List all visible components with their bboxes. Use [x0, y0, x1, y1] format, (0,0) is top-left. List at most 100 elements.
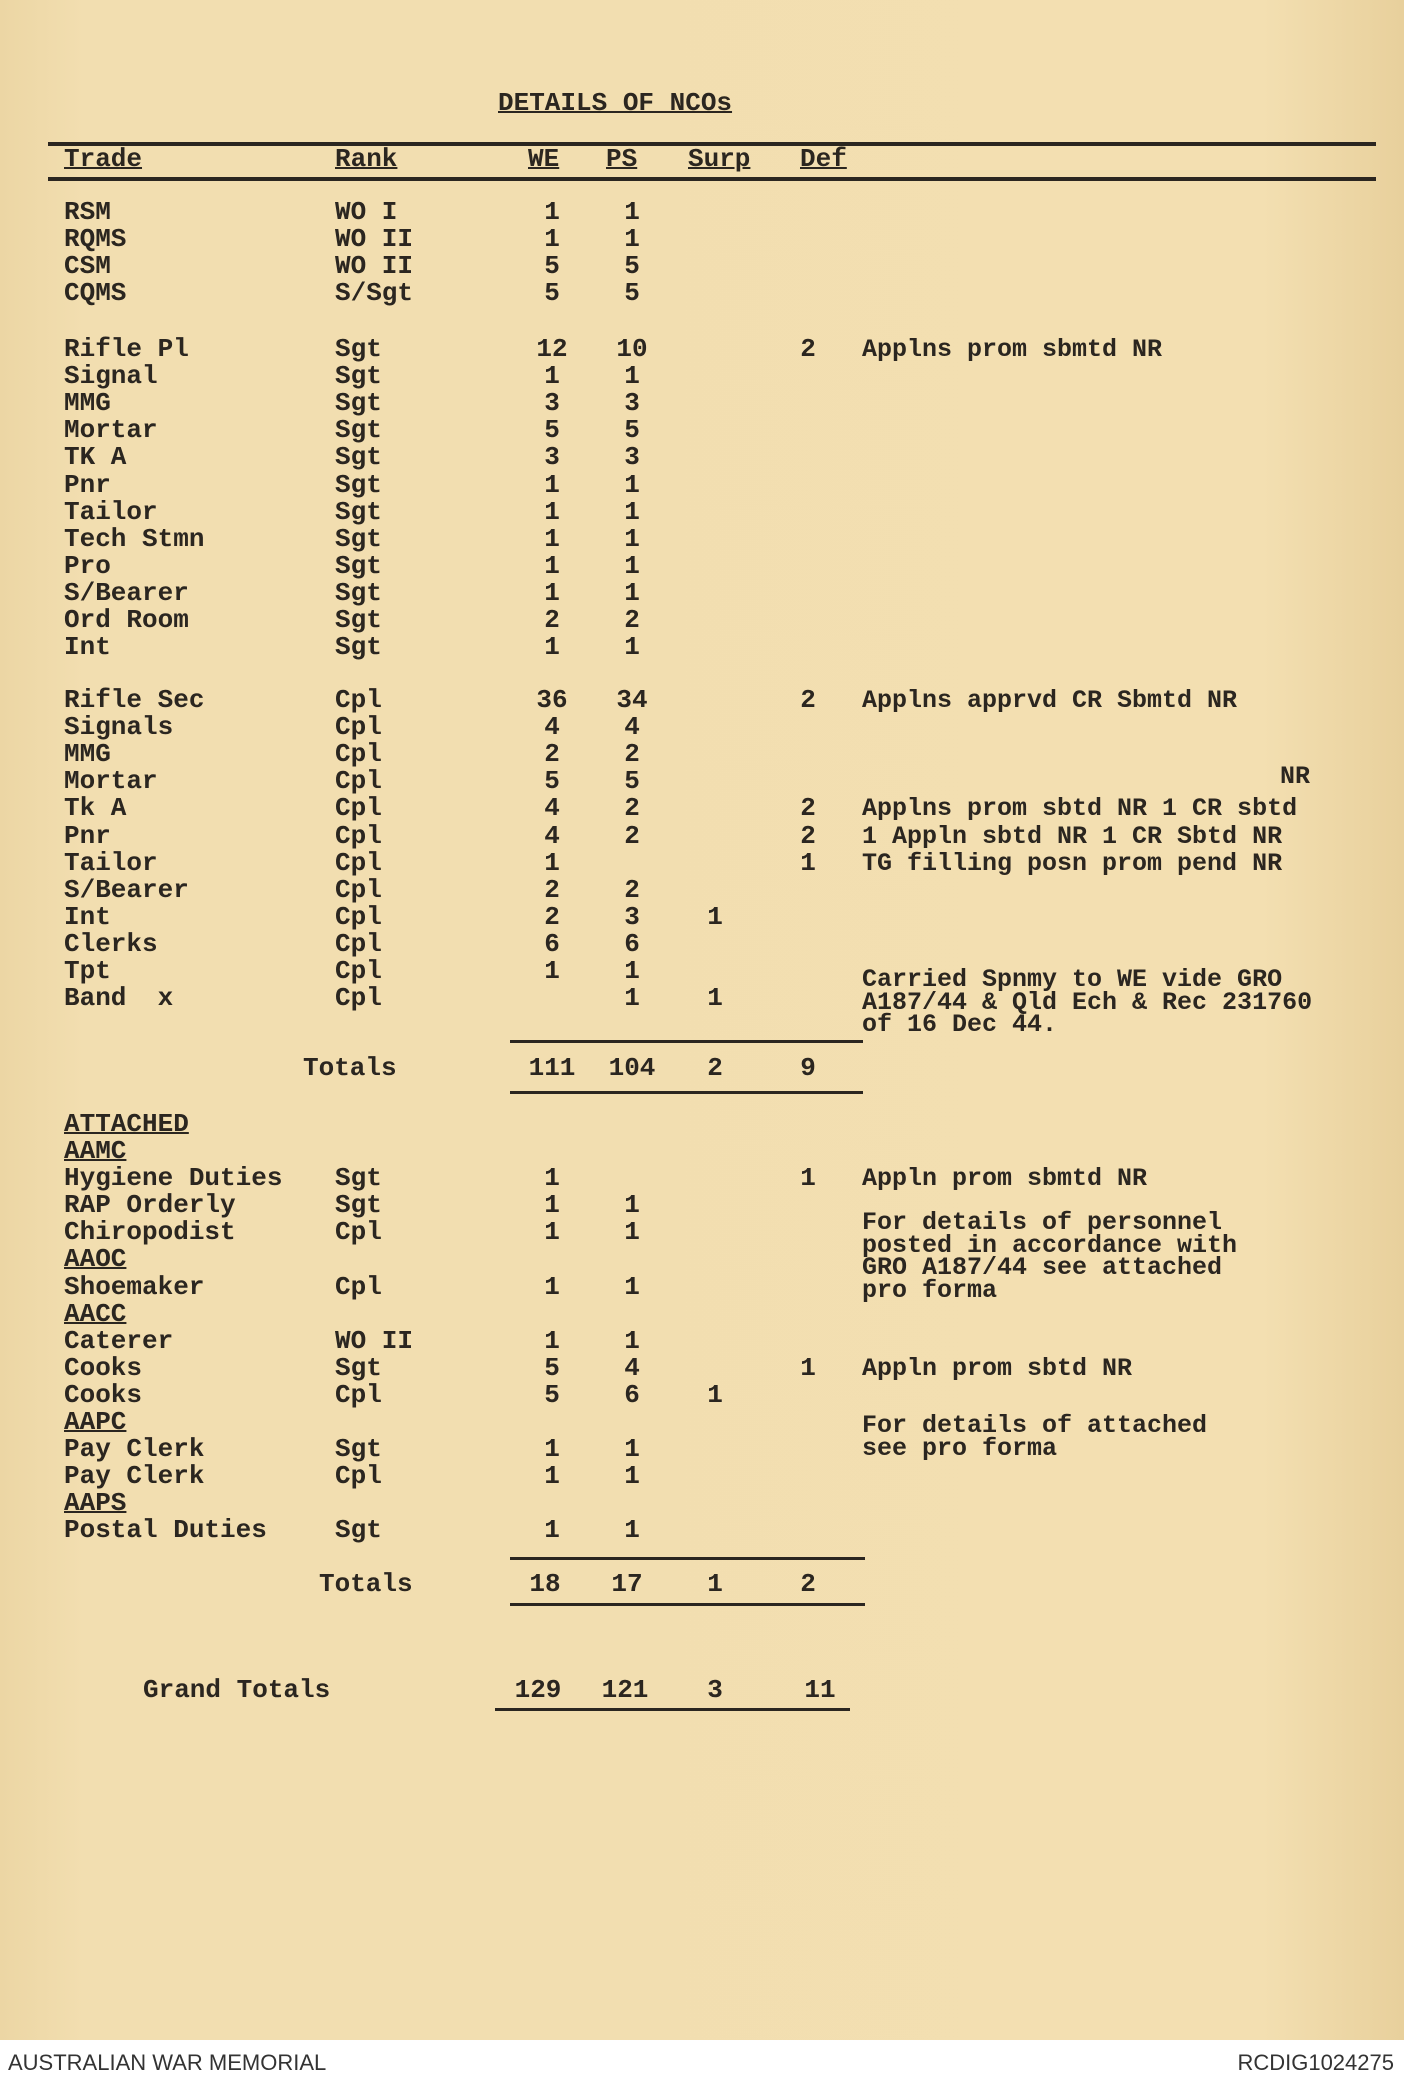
remark: Applns prom sbtd NR 1 CR sbtd [862, 794, 1298, 824]
grand-totals-label: Grand Totals [143, 1675, 331, 1705]
cell-def: 1 [800, 847, 816, 878]
cell-trade: Cooks [64, 1379, 143, 1410]
cell-we: 1 [544, 1271, 560, 1302]
remark-personnel: For details of personnel posted in accor… [862, 1208, 1238, 1305]
cell-trade: Rifle Pl [64, 334, 189, 364]
cell-rank: Cpl [335, 739, 382, 770]
cell-trade: Clerks [64, 928, 158, 959]
cell-ps: 2 [624, 820, 640, 851]
cell-rank: Sgt [335, 361, 382, 392]
cell-ps: 5 [624, 251, 640, 282]
cell-ps: 5 [624, 278, 640, 309]
cell-trade: Signal [64, 361, 158, 392]
cell-rank: S/Sgt [335, 278, 414, 309]
cell-ps: 4 [624, 712, 640, 743]
cell-we: 5 [544, 1352, 560, 1383]
cell-rank: Cpl [335, 766, 382, 797]
cell-we: 4 [544, 820, 560, 851]
grand-totals-surp: 3 [707, 1675, 723, 1705]
cell-ps: 34 [616, 685, 648, 715]
cell-trade: Postal Duties [64, 1515, 267, 1546]
cell-trade: Pay Clerk [64, 1434, 205, 1465]
cell-we: 1 [544, 1434, 560, 1465]
cell-ps: 1 [624, 1217, 640, 1248]
header-def: Def [800, 144, 847, 174]
cell-rank: Sgt [335, 523, 382, 554]
totals-rule [510, 1557, 865, 1560]
totals-we: 111 [528, 1053, 576, 1083]
cell-rank: Sgt [335, 605, 382, 635]
cell-rank: Cpl [335, 928, 382, 959]
cell-rank: Sgt [335, 496, 382, 527]
cell-rank: Cpl [335, 793, 382, 824]
cell-def: 1 [800, 1163, 816, 1194]
cell-trade: Band x [64, 983, 174, 1014]
cell-ps: 4 [624, 1352, 640, 1383]
cell-we: 1 [544, 1461, 560, 1492]
unit-heading: AAMC [64, 1136, 127, 1166]
cell-we: 1 [544, 197, 560, 227]
cell-we: 4 [544, 793, 560, 824]
cell-we: 6 [544, 928, 560, 959]
cell-ps: 1 [624, 1271, 640, 1302]
cell-rank: WO II [335, 1325, 414, 1356]
cell-trade: CSM [64, 251, 111, 282]
totals-surp: 2 [707, 1053, 723, 1083]
cell-rank: Sgt [335, 469, 382, 500]
cell-rank: Sgt [335, 1163, 382, 1194]
cell-ps: 1 [624, 1325, 640, 1356]
cell-we: 1 [544, 1190, 560, 1221]
cell-ps: 5 [624, 415, 640, 446]
cell-rank: Cpl [335, 1461, 382, 1492]
header-surp: Surp [688, 144, 751, 174]
cell-we: 5 [544, 1379, 560, 1410]
cell-def: 1 [800, 1352, 816, 1383]
attached-totals-surp: 1 [707, 1569, 723, 1599]
cell-we: 2 [544, 901, 560, 932]
cell-trade: S/Bearer [64, 577, 189, 608]
cell-rank: Cpl [335, 1217, 382, 1248]
cell-trade: Int [64, 901, 111, 932]
cell-we: 1 [544, 847, 560, 878]
cell-we: 3 [544, 388, 560, 419]
page-title: DETAILS OF NCOs [498, 88, 733, 118]
cell-rank: Cpl [335, 983, 382, 1014]
header-rule-bottom [48, 177, 1376, 181]
cell-rank: Sgt [335, 550, 382, 581]
totals-label: Totals [303, 1053, 397, 1083]
cell-ps: 1 [624, 632, 640, 663]
cell-we: 1 [544, 1515, 560, 1546]
cell-ps: 1 [624, 469, 640, 500]
cell-ps: 3 [624, 901, 640, 932]
cell-we: 2 [544, 739, 560, 770]
header-we: WE [528, 144, 560, 174]
cell-def: 2 [800, 793, 816, 824]
cell-ps: 1 [624, 1515, 640, 1546]
cell-trade: Tpt [64, 956, 111, 986]
cell-trade: MMG [64, 388, 111, 419]
cell-rank: Cpl [335, 1271, 382, 1302]
cell-trade: RAP Orderly [64, 1190, 236, 1221]
cell-ps: 3 [624, 442, 640, 473]
cell-trade: Chiropodist [64, 1217, 236, 1248]
cell-rank: WO II [335, 251, 414, 282]
grand-totals-rule [495, 1708, 850, 1711]
cell-we: 1 [544, 496, 560, 527]
cell-ps: 5 [624, 766, 640, 797]
cell-trade: Mortar [64, 766, 158, 797]
remark: TG filling posn prom pend NR [862, 848, 1283, 878]
cell-surp: 1 [707, 901, 723, 932]
cell-ps: 2 [624, 874, 640, 905]
cell-ps: 1 [624, 1190, 640, 1221]
cell-we: 5 [544, 251, 560, 282]
cell-trade: Int [64, 632, 111, 663]
cell-trade: Pro [64, 550, 111, 581]
cell-we: 1 [544, 523, 560, 554]
remark: Appln prom sbtd NR [862, 1353, 1133, 1383]
attached-totals-def: 2 [800, 1569, 816, 1599]
attached-totals-label: Totals [319, 1569, 413, 1599]
cell-trade: Cooks [64, 1352, 143, 1383]
header-rule-top [48, 142, 1376, 146]
cell-ps: 1 [624, 1461, 640, 1492]
totals-ps: 104 [608, 1053, 656, 1083]
